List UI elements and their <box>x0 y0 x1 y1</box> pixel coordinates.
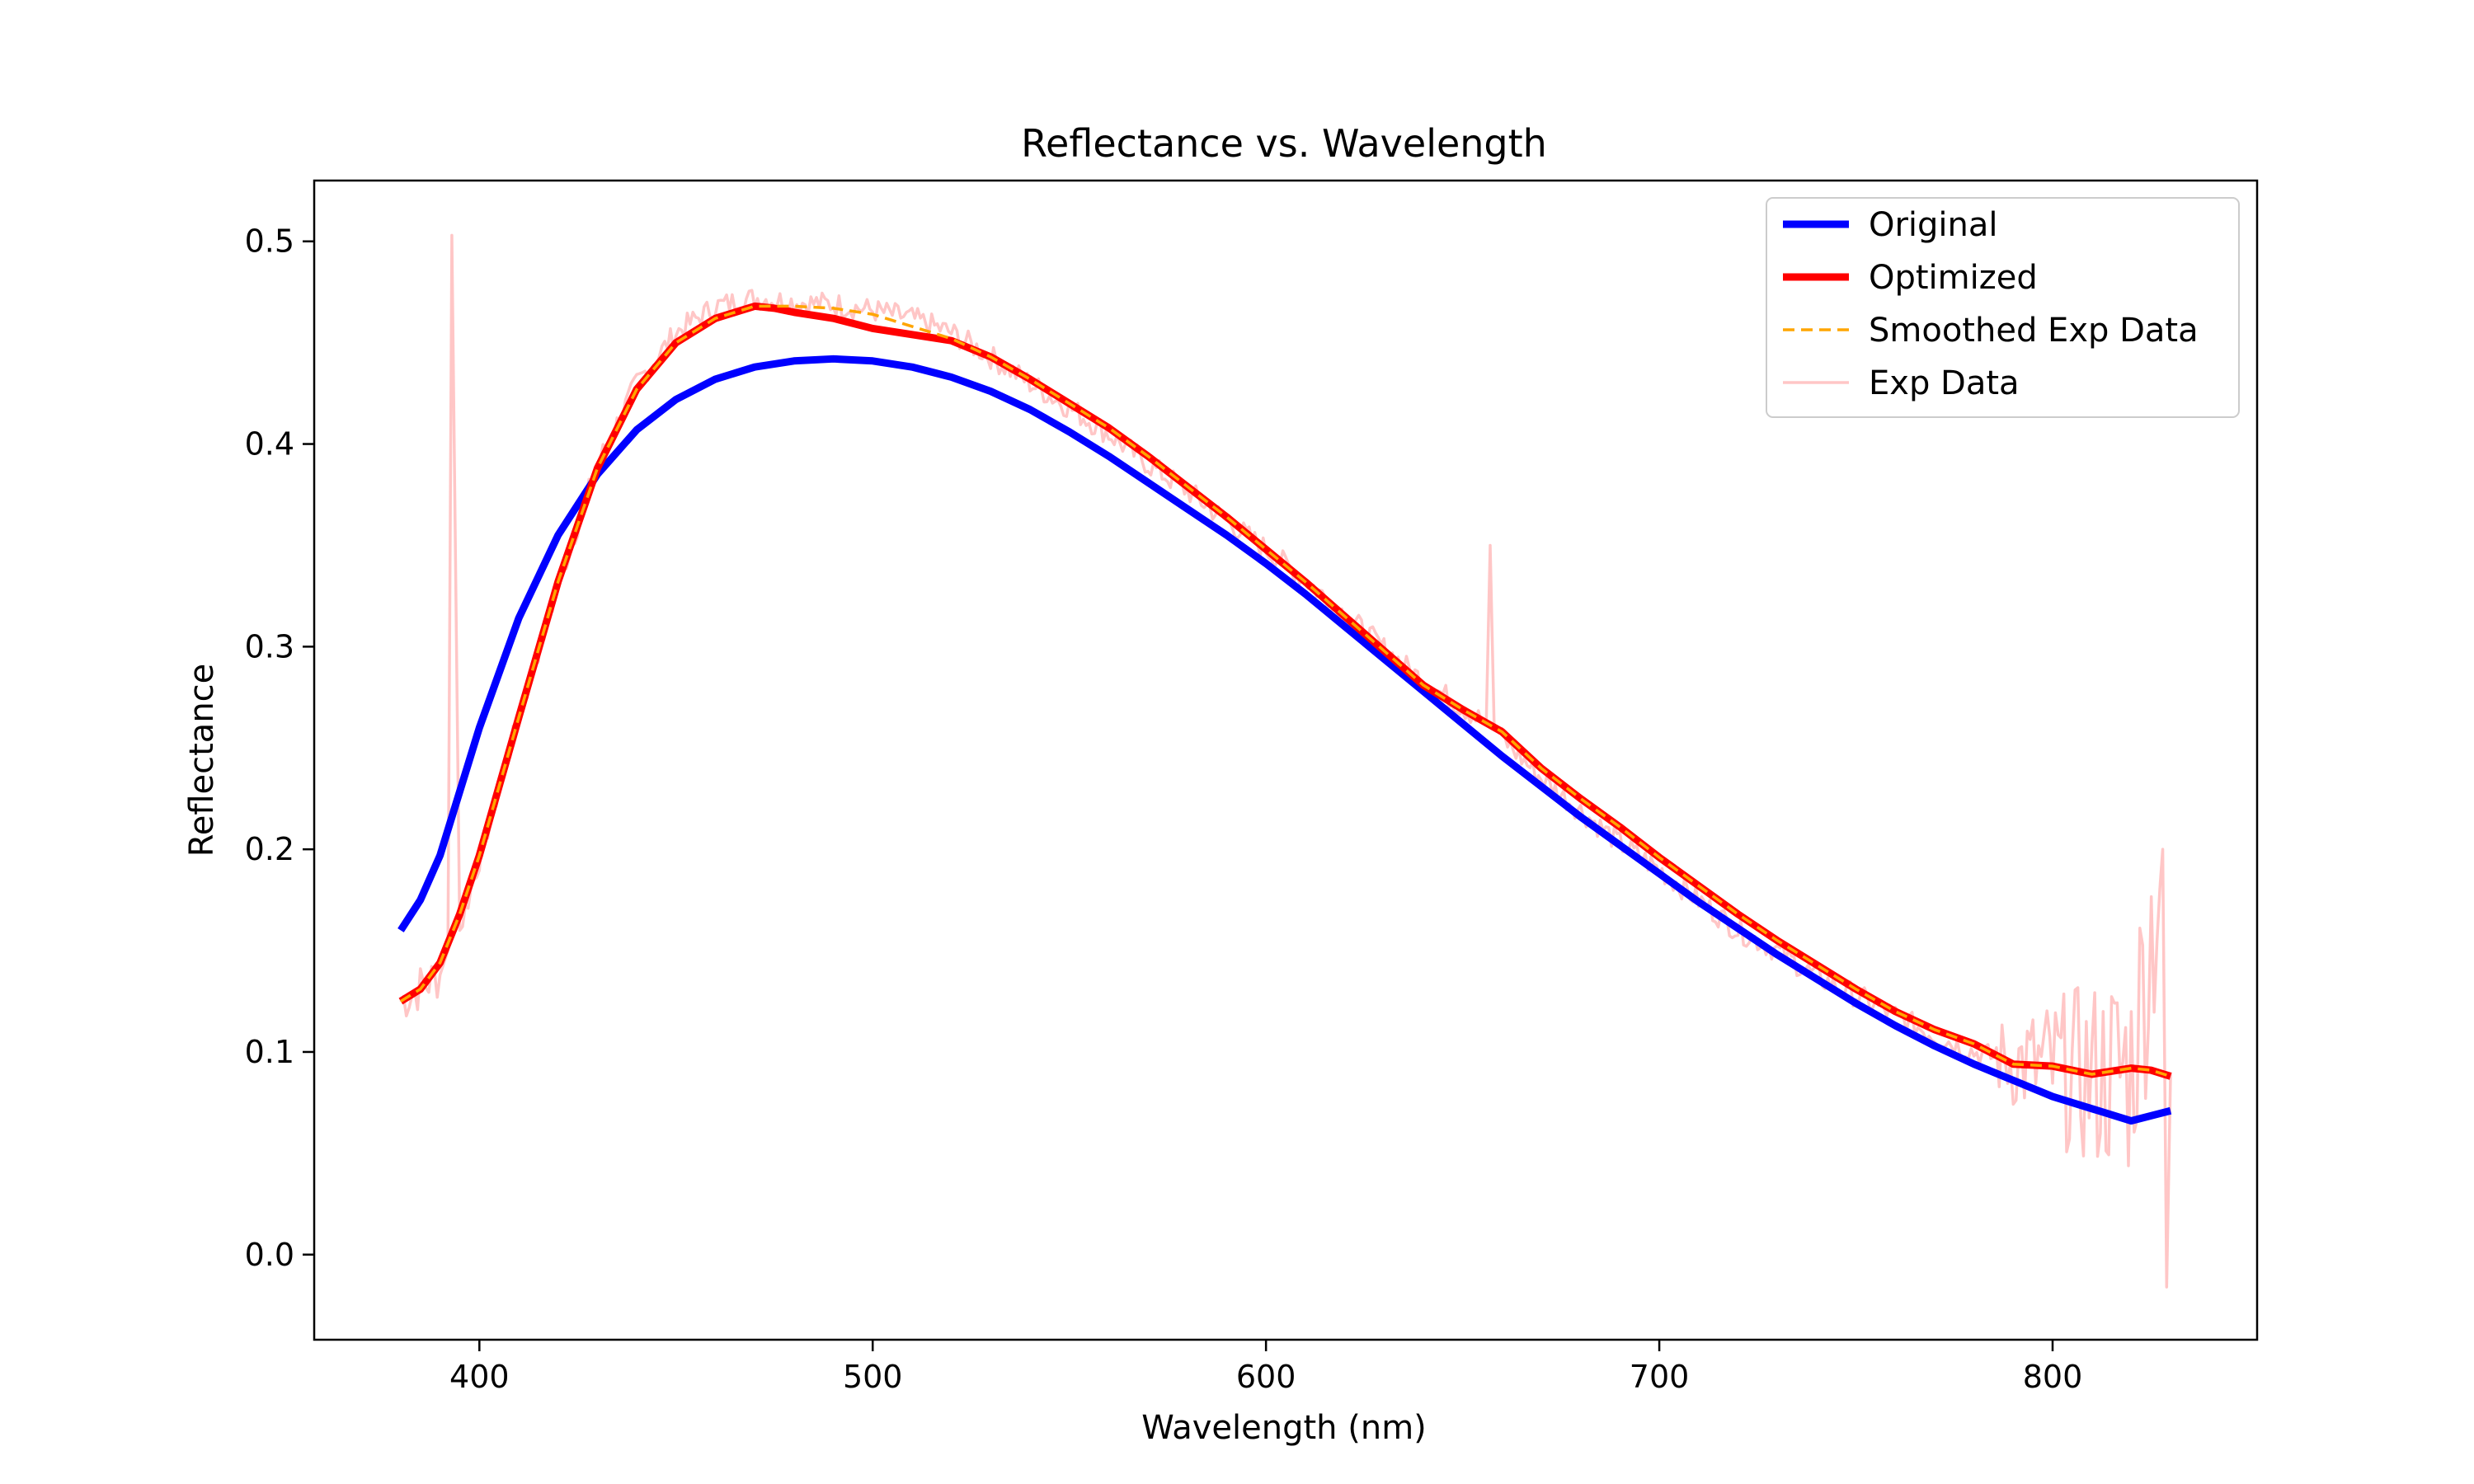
series-line-original <box>397 355 2172 1125</box>
x-tick-label: 800 <box>2023 1359 2083 1395</box>
legend-label: Original <box>1869 206 1998 244</box>
legend-frame <box>1766 197 2240 418</box>
legend: Original Optimized Smoothed Exp Data Exp Da… <box>1766 197 2240 418</box>
legend-label: Optimized <box>1869 259 2038 297</box>
y-tick-label: 0.4 <box>245 426 294 463</box>
y-tick-label: 0.5 <box>245 223 294 260</box>
x-tick-label: 400 <box>449 1359 510 1395</box>
plot-frame <box>313 179 2259 1341</box>
y-tick-label: 0.3 <box>245 628 294 665</box>
x-tick-label: 700 <box>1630 1359 1690 1395</box>
x-axis: 400 500 600 700 800 <box>449 1340 2082 1395</box>
legend-label: Smoothed Exp Data <box>1869 312 2199 350</box>
series-line-exp-data <box>399 233 2172 1289</box>
series-line-smoothed-exp-data <box>399 304 2171 1078</box>
y-tick-label: 0.1 <box>245 1034 294 1070</box>
legend-label: Exp Data <box>1869 364 2020 402</box>
chart-title: Reflectance vs. Wavelength <box>1021 121 1547 166</box>
y-tick-label: 0.2 <box>245 831 294 867</box>
y-axis-label: Reflectance <box>183 664 221 857</box>
y-tick-label: 0.0 <box>245 1237 294 1273</box>
x-tick-label: 500 <box>843 1359 903 1395</box>
series-layer <box>397 233 2172 1289</box>
x-axis-label: Wavelength (nm) <box>1141 1409 1427 1447</box>
x-tick-label: 600 <box>1236 1359 1296 1395</box>
y-axis: 0.0 0.1 0.2 0.3 0.4 0.5 <box>245 223 314 1273</box>
